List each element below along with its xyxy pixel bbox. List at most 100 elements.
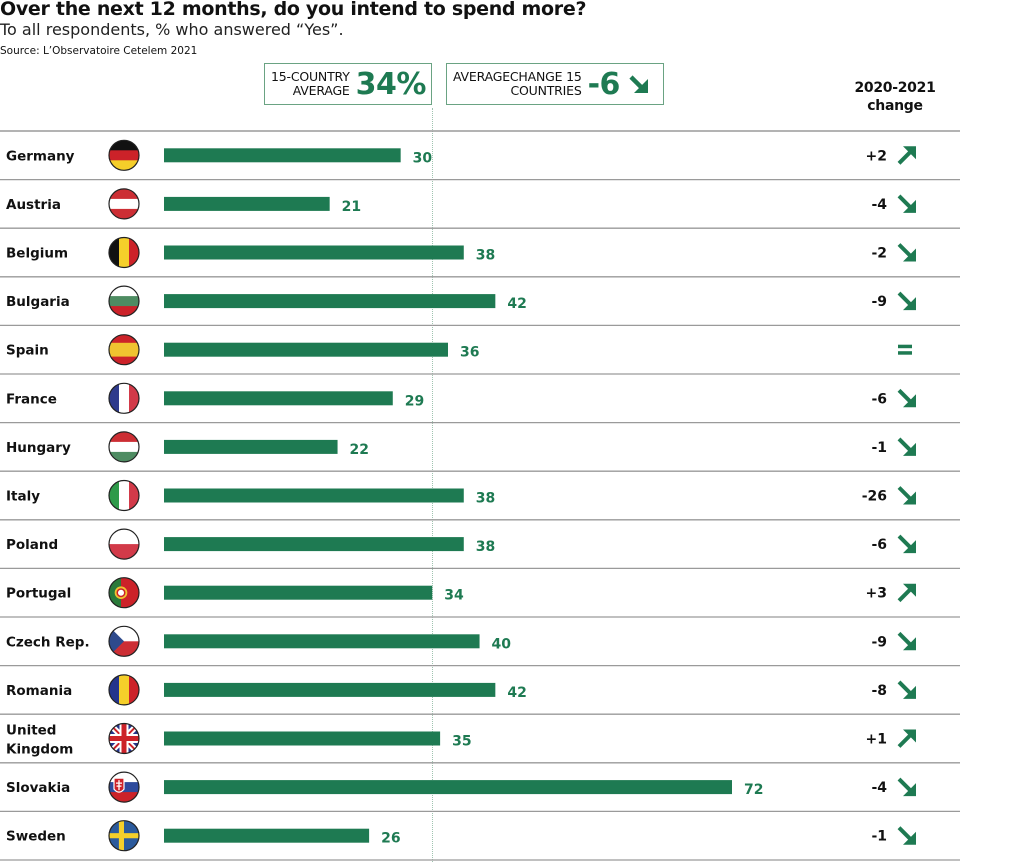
country-label: Italy bbox=[6, 489, 40, 505]
bar-value-label: 30 bbox=[413, 150, 433, 166]
bulgaria-flag bbox=[109, 286, 139, 317]
flag-stripe bbox=[119, 237, 130, 268]
bar bbox=[164, 391, 393, 406]
flag-outline bbox=[108, 236, 140, 269]
arrow-head bbox=[903, 831, 916, 845]
table-row: Portugal 34 +3 bbox=[6, 577, 916, 609]
bar bbox=[164, 731, 441, 746]
slovakia-flag bbox=[109, 772, 139, 803]
bar bbox=[164, 342, 448, 357]
chart-title: Over the next 12 months, do you intend t… bbox=[0, 0, 587, 20]
hungary-flag bbox=[109, 431, 139, 462]
arrow-head bbox=[903, 199, 916, 213]
france-flag bbox=[109, 383, 139, 414]
bar bbox=[164, 585, 433, 600]
flag-emblem bbox=[116, 588, 126, 598]
average-change-value: -6 bbox=[587, 66, 621, 102]
average-summary-box: 15-COUNTRY AVERAGE 34% bbox=[264, 63, 432, 105]
bar-value-label: 36 bbox=[460, 345, 479, 361]
flag-stripe bbox=[109, 792, 139, 803]
arrow-down-right-icon bbox=[897, 777, 916, 797]
table-row: Hungary 22 -1 bbox=[6, 431, 916, 463]
average-value: 34% bbox=[355, 66, 427, 102]
flag-outline bbox=[108, 285, 140, 317]
table-row: Belgium 38 -2 bbox=[6, 236, 916, 269]
arrow-head bbox=[903, 248, 916, 262]
table-row: Austria 21 -4 bbox=[6, 188, 916, 220]
flag-outline bbox=[108, 674, 140, 706]
arrow-head bbox=[903, 442, 916, 456]
country-label-line: Italy bbox=[6, 489, 40, 505]
equal-icon bbox=[898, 344, 912, 355]
flag-outline bbox=[108, 139, 140, 171]
bar bbox=[164, 294, 496, 309]
table-row: Poland 38 -6 bbox=[6, 528, 916, 560]
table-row: Czech Rep. 40 -9 bbox=[6, 625, 916, 657]
bar-value-label: 38 bbox=[476, 491, 495, 507]
bar-value-label: 29 bbox=[405, 393, 424, 409]
table-row: France 29 -6 bbox=[6, 382, 916, 414]
change-value: -4 bbox=[871, 197, 887, 213]
country-label: Sweden bbox=[6, 829, 66, 845]
flag-stripe bbox=[129, 674, 139, 705]
bar bbox=[164, 780, 732, 795]
bar-value-label: 38 bbox=[476, 248, 495, 264]
arrow-shaft bbox=[897, 534, 912, 549]
flag-stripe bbox=[119, 674, 130, 705]
arrow-head bbox=[903, 637, 916, 651]
country-label: Czech Rep. bbox=[6, 634, 90, 650]
flag-stripe bbox=[109, 342, 139, 357]
flag-stripe bbox=[109, 441, 139, 453]
flag-stripe bbox=[109, 431, 139, 443]
change-value: -4 bbox=[871, 780, 887, 796]
bar-value-label: 72 bbox=[744, 782, 763, 798]
country-label: Germany bbox=[6, 148, 75, 164]
arrow-shaft bbox=[897, 777, 912, 792]
country-label: Bulgaria bbox=[6, 294, 70, 310]
change-value: -8 bbox=[871, 683, 887, 699]
arrow-shaft bbox=[897, 243, 912, 257]
arrow-down-right-icon bbox=[897, 437, 916, 456]
bar bbox=[164, 488, 464, 503]
arrow-head bbox=[903, 783, 916, 797]
arrow-shaft bbox=[897, 588, 912, 603]
change-value: +1 bbox=[866, 732, 887, 748]
table-row: Germany 30 +2 bbox=[6, 139, 916, 171]
country-label: Hungary bbox=[6, 440, 71, 456]
table-row: Spain 36 bbox=[6, 334, 912, 366]
flag-outline bbox=[108, 431, 140, 463]
flag-cross bbox=[109, 723, 139, 754]
arrow-head bbox=[903, 491, 916, 505]
flag-stripe bbox=[109, 383, 120, 414]
arrow-down-right-icon bbox=[897, 194, 916, 213]
bar bbox=[164, 682, 496, 697]
flag-cross bbox=[116, 780, 122, 791]
country-label: United Kingdom bbox=[6, 723, 73, 758]
change-column-header: 2020-2021 change bbox=[854, 80, 936, 114]
arrow-down-right-icon bbox=[897, 534, 916, 554]
country-label: Portugal bbox=[6, 586, 71, 602]
flag-outline bbox=[108, 771, 140, 803]
country-label-line: Bulgaria bbox=[6, 294, 70, 310]
flag-outline bbox=[108, 625, 140, 657]
uk-flag bbox=[109, 723, 139, 754]
flag-outline bbox=[108, 722, 140, 755]
flag-cross bbox=[109, 833, 139, 839]
average-reference-line bbox=[432, 108, 433, 862]
bar-value-label: 35 bbox=[452, 734, 471, 750]
flag-outline bbox=[108, 334, 140, 366]
country-label-line: Slovakia bbox=[6, 780, 70, 796]
flag-stripe bbox=[109, 480, 120, 511]
table-row: United Kingdom 35 +1 bbox=[6, 723, 916, 758]
flag-stripe bbox=[109, 306, 139, 317]
country-label: Spain bbox=[6, 343, 49, 359]
flag-stripe bbox=[109, 296, 139, 307]
austria-flag bbox=[109, 188, 139, 219]
bar bbox=[164, 439, 338, 454]
arrow-down-right-icon bbox=[897, 388, 916, 408]
change-value: -9 bbox=[871, 294, 887, 310]
arrow-down-right-icon bbox=[897, 826, 916, 845]
flag-stripe bbox=[109, 237, 120, 268]
poland-flag bbox=[109, 529, 139, 560]
